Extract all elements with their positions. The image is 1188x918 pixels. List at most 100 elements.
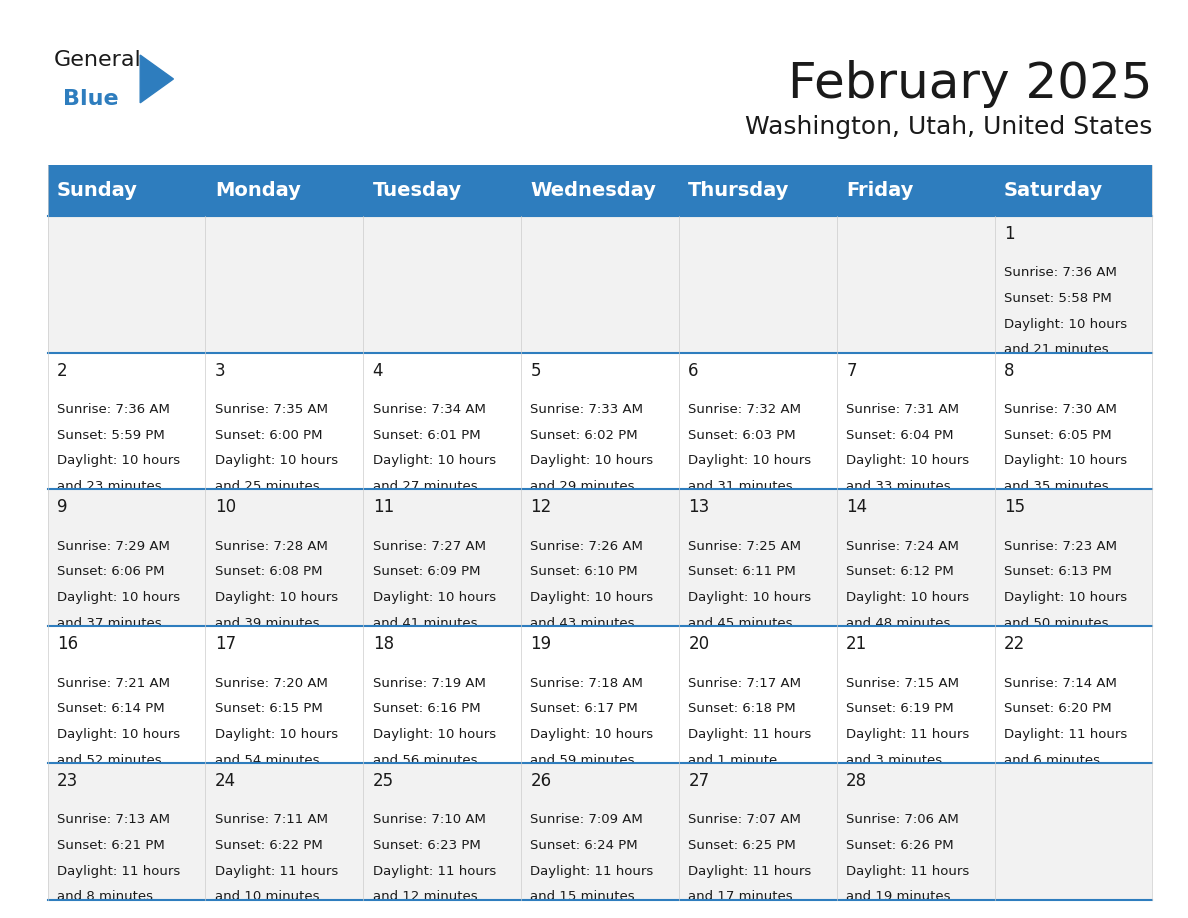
FancyBboxPatch shape [836,489,994,626]
Text: Sunrise: 7:10 AM: Sunrise: 7:10 AM [373,813,486,826]
Text: 26: 26 [531,772,551,790]
Text: Daylight: 10 hours: Daylight: 10 hours [373,728,495,741]
Text: Daylight: 10 hours: Daylight: 10 hours [531,591,653,604]
Text: Daylight: 11 hours: Daylight: 11 hours [846,728,969,741]
FancyBboxPatch shape [678,165,836,216]
Text: Sunday: Sunday [57,181,138,200]
Text: Daylight: 10 hours: Daylight: 10 hours [373,591,495,604]
Text: 8: 8 [1004,362,1015,380]
Text: and 43 minutes.: and 43 minutes. [531,617,639,630]
FancyBboxPatch shape [364,216,522,353]
Text: Daylight: 11 hours: Daylight: 11 hours [531,865,653,878]
Text: and 54 minutes.: and 54 minutes. [215,754,323,767]
Text: Daylight: 10 hours: Daylight: 10 hours [1004,591,1127,604]
Text: and 19 minutes.: and 19 minutes. [846,890,955,903]
Text: and 21 minutes.: and 21 minutes. [1004,343,1113,356]
Text: 12: 12 [531,498,551,517]
Text: Daylight: 10 hours: Daylight: 10 hours [215,728,337,741]
FancyBboxPatch shape [836,165,994,216]
Text: Monday: Monday [215,181,301,200]
Text: 6: 6 [688,362,699,380]
FancyBboxPatch shape [48,626,206,763]
Text: Sunrise: 7:17 AM: Sunrise: 7:17 AM [688,677,802,689]
Text: and 50 minutes.: and 50 minutes. [1004,617,1113,630]
Text: Daylight: 11 hours: Daylight: 11 hours [373,865,495,878]
Text: 21: 21 [846,635,867,654]
Text: and 33 minutes.: and 33 minutes. [846,480,955,493]
Text: and 41 minutes.: and 41 minutes. [373,617,481,630]
Text: 24: 24 [215,772,236,790]
FancyBboxPatch shape [48,489,206,626]
Text: 3: 3 [215,362,226,380]
Text: Sunrise: 7:19 AM: Sunrise: 7:19 AM [373,677,486,689]
Text: 10: 10 [215,498,236,517]
Text: 1: 1 [1004,225,1015,243]
Text: Sunset: 6:26 PM: Sunset: 6:26 PM [846,839,954,852]
Text: and 10 minutes.: and 10 minutes. [215,890,323,903]
FancyBboxPatch shape [364,165,522,216]
Polygon shape [140,55,173,103]
Text: 23: 23 [57,772,78,790]
Text: 9: 9 [57,498,68,517]
Text: and 8 minutes.: and 8 minutes. [57,890,157,903]
Text: and 48 minutes.: and 48 minutes. [846,617,955,630]
Text: and 35 minutes.: and 35 minutes. [1004,480,1113,493]
Text: Sunrise: 7:23 AM: Sunrise: 7:23 AM [1004,540,1117,553]
Text: Sunset: 6:05 PM: Sunset: 6:05 PM [1004,429,1112,442]
Text: Sunset: 6:13 PM: Sunset: 6:13 PM [1004,565,1112,578]
Text: and 56 minutes.: and 56 minutes. [373,754,481,767]
Text: Daylight: 11 hours: Daylight: 11 hours [688,728,811,741]
FancyBboxPatch shape [206,626,364,763]
Text: Daylight: 10 hours: Daylight: 10 hours [215,454,337,467]
FancyBboxPatch shape [364,489,522,626]
Text: Sunset: 6:19 PM: Sunset: 6:19 PM [846,702,954,715]
Text: 19: 19 [531,635,551,654]
Text: Friday: Friday [846,181,914,200]
Text: and 39 minutes.: and 39 minutes. [215,617,323,630]
Text: and 6 minutes.: and 6 minutes. [1004,754,1104,767]
Text: Daylight: 10 hours: Daylight: 10 hours [688,591,811,604]
FancyBboxPatch shape [678,353,836,489]
Text: and 3 minutes.: and 3 minutes. [846,754,947,767]
Text: 22: 22 [1004,635,1025,654]
Text: 20: 20 [688,635,709,654]
Text: Sunset: 6:22 PM: Sunset: 6:22 PM [215,839,323,852]
Text: Sunset: 6:14 PM: Sunset: 6:14 PM [57,702,165,715]
Text: 25: 25 [373,772,393,790]
Text: and 31 minutes.: and 31 minutes. [688,480,797,493]
Text: Sunset: 6:20 PM: Sunset: 6:20 PM [1004,702,1112,715]
Text: and 37 minutes.: and 37 minutes. [57,617,166,630]
Text: Sunset: 6:04 PM: Sunset: 6:04 PM [846,429,954,442]
FancyBboxPatch shape [836,216,994,353]
Text: and 45 minutes.: and 45 minutes. [688,617,797,630]
Text: 15: 15 [1004,498,1025,517]
FancyBboxPatch shape [678,763,836,900]
Text: 13: 13 [688,498,709,517]
Text: 14: 14 [846,498,867,517]
Text: Sunset: 6:08 PM: Sunset: 6:08 PM [215,565,322,578]
FancyBboxPatch shape [836,353,994,489]
FancyBboxPatch shape [522,165,678,216]
FancyBboxPatch shape [522,763,678,900]
FancyBboxPatch shape [678,626,836,763]
Text: Sunset: 5:59 PM: Sunset: 5:59 PM [57,429,165,442]
Text: Sunrise: 7:06 AM: Sunrise: 7:06 AM [846,813,959,826]
Text: Sunset: 6:18 PM: Sunset: 6:18 PM [688,702,796,715]
Text: 7: 7 [846,362,857,380]
FancyBboxPatch shape [994,626,1152,763]
Text: 16: 16 [57,635,78,654]
Text: Sunset: 6:01 PM: Sunset: 6:01 PM [373,429,480,442]
Text: Sunset: 6:06 PM: Sunset: 6:06 PM [57,565,164,578]
FancyBboxPatch shape [206,763,364,900]
Text: Sunrise: 7:24 AM: Sunrise: 7:24 AM [846,540,959,553]
Text: 28: 28 [846,772,867,790]
FancyBboxPatch shape [522,489,678,626]
Text: Sunrise: 7:29 AM: Sunrise: 7:29 AM [57,540,170,553]
Text: Sunrise: 7:21 AM: Sunrise: 7:21 AM [57,677,170,689]
Text: Sunrise: 7:33 AM: Sunrise: 7:33 AM [531,403,644,416]
Text: and 27 minutes.: and 27 minutes. [373,480,481,493]
Text: Sunset: 6:15 PM: Sunset: 6:15 PM [215,702,323,715]
Text: and 15 minutes.: and 15 minutes. [531,890,639,903]
FancyBboxPatch shape [994,216,1152,353]
FancyBboxPatch shape [206,489,364,626]
